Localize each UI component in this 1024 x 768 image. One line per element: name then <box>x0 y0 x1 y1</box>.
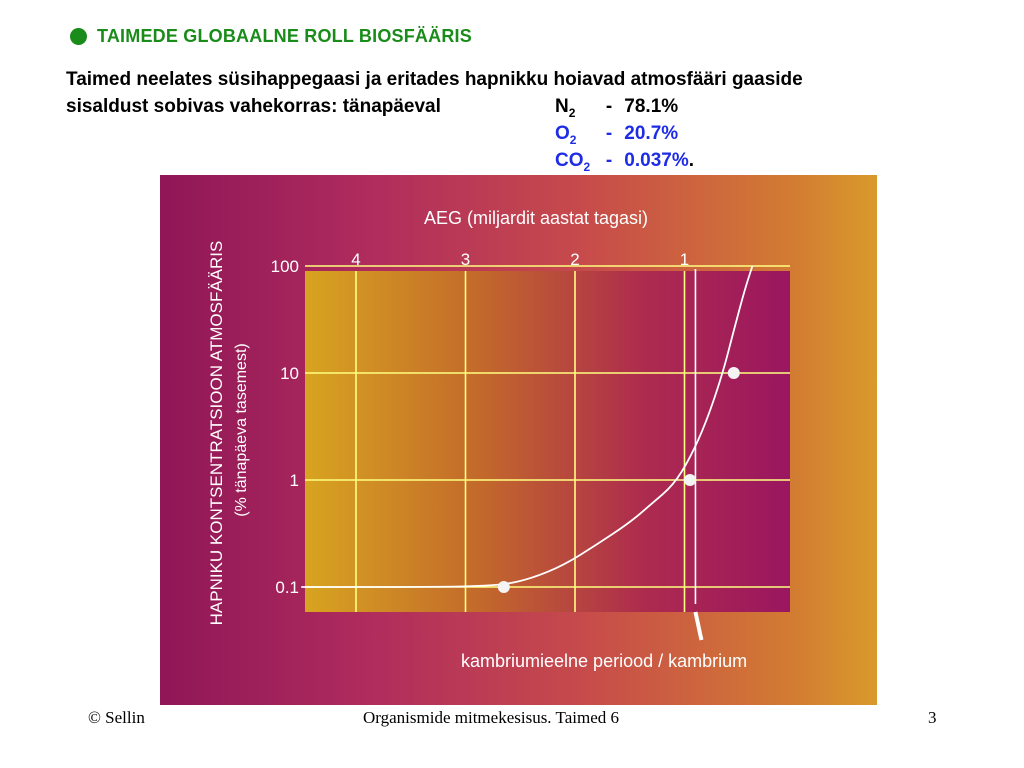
y-tick-label: 10 <box>280 364 299 383</box>
bullet-icon <box>70 28 87 45</box>
y-tick-label: 100 <box>271 257 299 276</box>
gas-value: 20.7% <box>624 123 679 144</box>
intro-text: Taimed neelates süsihappegaasi ja eritad… <box>66 66 996 120</box>
gas-n2: N2- 78.1% <box>555 93 678 127</box>
heading-text: TAIMEDE GLOBAALNE ROLL BIOSFÄÄRIS <box>97 26 472 46</box>
annotation-label: kambriumieelne periood / kambrium <box>461 651 747 671</box>
data-point-marker <box>497 581 510 593</box>
gas-symbol: N2 <box>555 96 576 120</box>
gas-value: 78.1% <box>624 96 679 117</box>
footer-page-number: 3 <box>928 708 937 727</box>
chart-panel: 4 3 2 1 0.1 1 10 100 AEG (miljardit aastat tagas… <box>160 175 877 705</box>
footer-copyright: © Sellin <box>88 708 145 727</box>
data-point-marker <box>727 367 740 379</box>
footer-title: Organismide mitmekesisus. Taimed 6 <box>363 708 619 727</box>
oxygen-curve <box>301 265 754 588</box>
gas-co2: CO2- 0.037%. <box>555 147 694 181</box>
gas-o2: O2- 20.7% <box>555 120 678 154</box>
gas-symbol: CO2 <box>555 150 591 174</box>
oxygen-chart: 4 3 2 1 0.1 1 10 100 AEG (miljardit aastat tagas… <box>207 208 790 671</box>
intro-line-2: sisaldust sobivas vahekorras: tänapäeval <box>66 96 441 117</box>
x-tick-label: 2 <box>570 250 579 269</box>
arrow-icon <box>693 611 704 641</box>
x-axis-title: AEG (miljardit aastat tagasi) <box>424 208 648 228</box>
y-tick-label: 1 <box>290 471 299 490</box>
y-axis-title: HAPNIKU KONTSENTRATSIOON ATMOSFÄÄRIS <box>207 241 226 626</box>
gas-symbol: O2 <box>555 123 577 147</box>
x-tick-label: 3 <box>461 250 470 269</box>
plot-area <box>305 271 790 612</box>
x-tick-label: 4 <box>351 250 360 269</box>
x-tick-label: 1 <box>680 250 689 269</box>
gas-value: 0.037% <box>624 150 689 171</box>
slide-heading: TAIMEDE GLOBAALNE ROLL BIOSFÄÄRIS <box>70 26 472 47</box>
y-axis-subtitle: (% tänapäeva tasemest) <box>233 343 250 516</box>
y-tick-label: 0.1 <box>275 578 299 597</box>
intro-line-1: Taimed neelates süsihappegaasi ja eritad… <box>66 69 803 90</box>
data-point-marker <box>683 474 696 486</box>
